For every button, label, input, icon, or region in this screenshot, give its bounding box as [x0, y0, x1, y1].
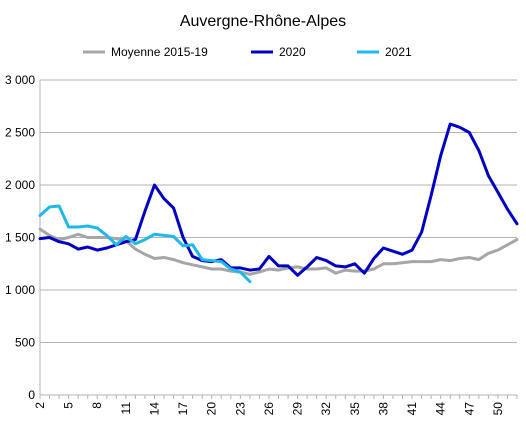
- series-line-2: [38, 204, 252, 284]
- x-tick-label: 38: [376, 402, 390, 416]
- x-tick-label: 17: [176, 402, 190, 416]
- legend-item: 2021: [357, 45, 412, 59]
- legend-label: Moyenne 2015-19: [111, 45, 208, 59]
- legend-label: 2021: [385, 45, 412, 59]
- y-tick-label: 1 000: [5, 283, 35, 297]
- x-tick-label: 2: [33, 402, 47, 409]
- y-axis: 0 500 1 000 1 500 2 000 2 500 3 000: [5, 73, 41, 402]
- x-tick-label: 26: [262, 402, 276, 416]
- x-tick-label: 50: [491, 402, 505, 416]
- chart-title: Auvergne-Rhône-Alpes: [180, 13, 346, 30]
- plot-area: [38, 122, 519, 284]
- x-tick-label: 20: [205, 402, 219, 416]
- x-tick-label: 44: [434, 402, 448, 416]
- x-tick-label: 41: [405, 402, 419, 416]
- x-tick-label: 8: [90, 402, 104, 409]
- y-tick-label: 500: [15, 336, 35, 350]
- series-line-0: [38, 227, 519, 276]
- legend-item: 2020: [251, 45, 306, 59]
- x-axis: 2 5 8 11 14 17 20 23 26 29 32 35 38 41 44 47 50: [33, 394, 518, 416]
- legend-item: Moyenne 2015-19: [83, 45, 208, 59]
- x-tick-label: 5: [62, 402, 76, 409]
- y-tick-label: 1 500: [5, 231, 35, 245]
- chart-legend: Moyenne 2015-19 2020 2021: [83, 45, 412, 59]
- legend-label: 2020: [279, 45, 306, 59]
- y-tick-label: 2 500: [5, 126, 35, 140]
- x-tick-label: 29: [291, 402, 305, 416]
- y-tick-label: 3 000: [5, 73, 35, 87]
- x-tick-label: 11: [119, 402, 133, 415]
- x-tick-label: 14: [147, 402, 161, 416]
- y-tick-label: 0: [28, 388, 35, 402]
- series-line-1: [38, 122, 519, 277]
- x-tick-label: 32: [319, 402, 333, 416]
- x-tick-label: 47: [462, 402, 476, 416]
- x-tick-label: 23: [233, 402, 247, 416]
- x-tick-label: 35: [348, 402, 362, 416]
- y-tick-label: 2 000: [5, 178, 35, 192]
